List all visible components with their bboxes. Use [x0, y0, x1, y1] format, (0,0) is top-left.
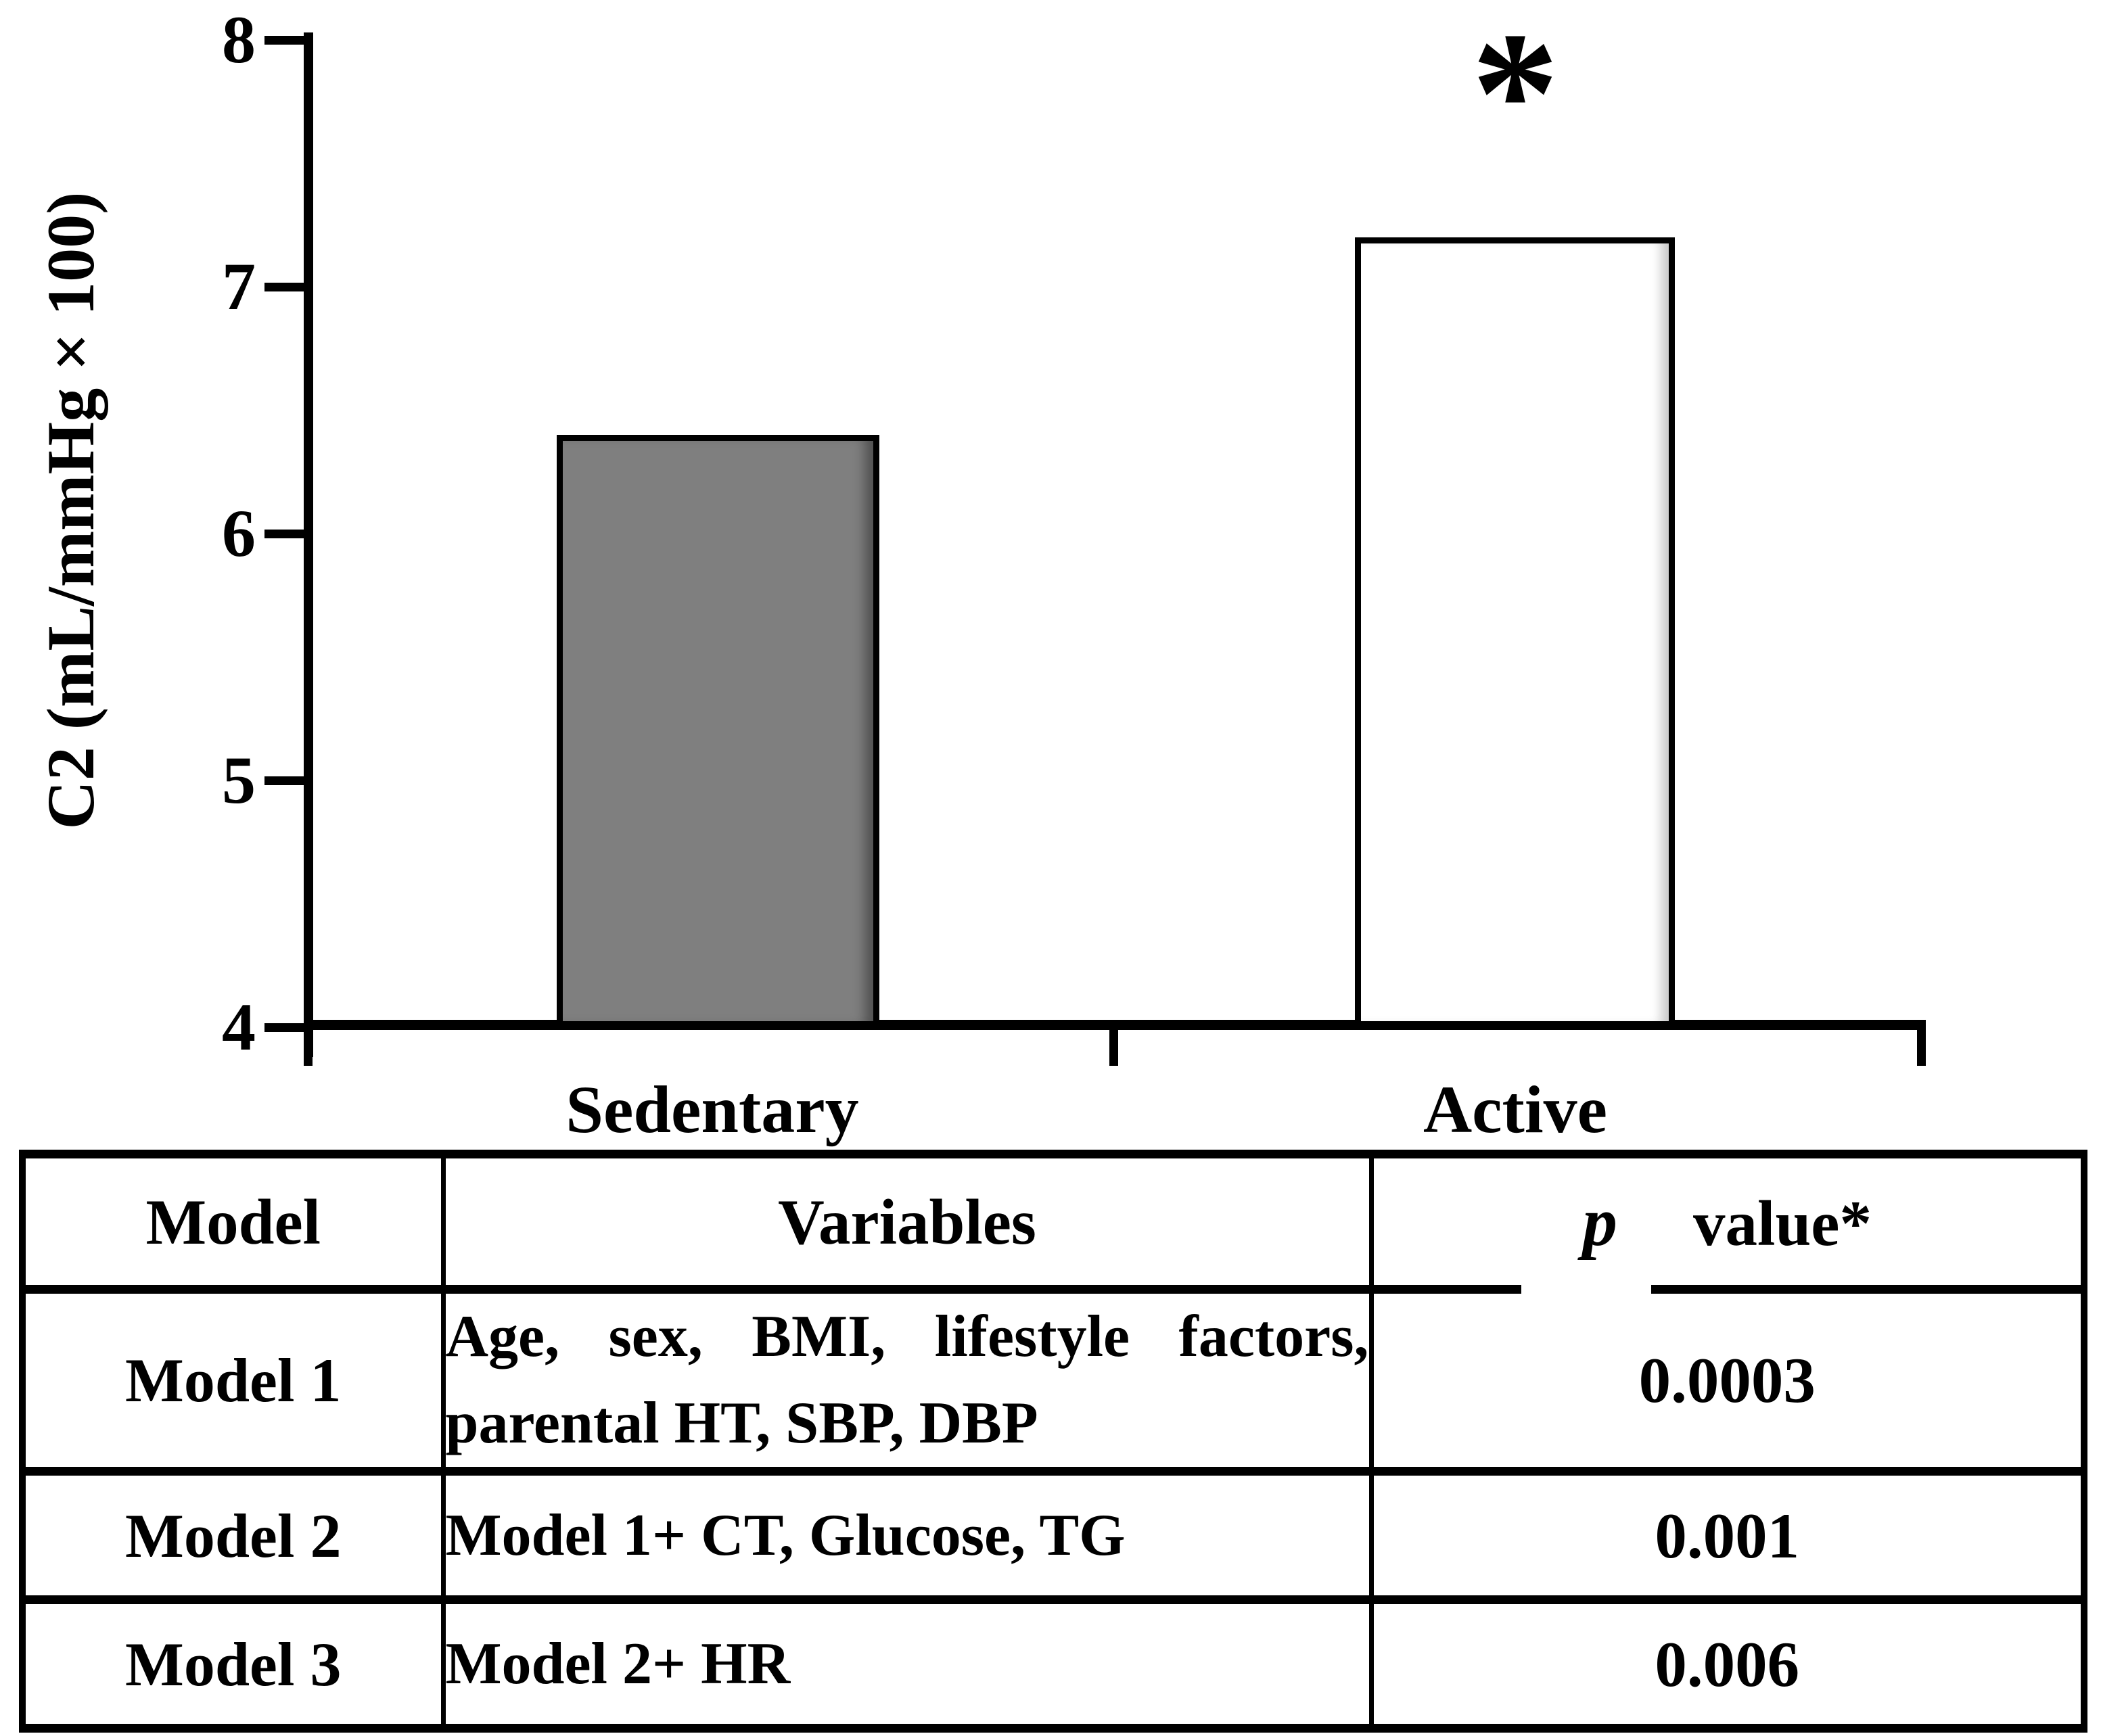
model-2-variables: Model 1+ CT, Glucose, TG [440, 1467, 1374, 1604]
bar-chart: C2 (mL/mmHg × 100) 8 7 6 5 4 * Sedentary… [33, 0, 1926, 1147]
table-row-model-1: Model 1 Age, sex, BMI, lifestyle factors… [20, 1285, 2087, 1476]
y-tick-label-4: 4 [222, 989, 256, 1064]
y-tick-label-6: 6 [222, 496, 256, 571]
model-1-variables-line-1: Age, sex, BMI, lifestyle factors, [445, 1304, 1369, 1369]
bar-sedentary [557, 435, 879, 1027]
header-p-value: p value* [1368, 1150, 2087, 1294]
x-tick-right [1917, 1029, 1926, 1066]
border-gap-artifact [1521, 1277, 1651, 1294]
model-1-variables-line-2: parental HT, SBP, DBP [445, 1390, 1038, 1456]
header-p-value-text: value* [1693, 1187, 1872, 1259]
y-axis-line [304, 32, 313, 1057]
x-tick-left [304, 1029, 313, 1066]
model-1-p-value: 0.0003 [1368, 1285, 2087, 1476]
header-model: Model [20, 1150, 446, 1294]
model-3-variables: Model 2+ HR [440, 1595, 1374, 1733]
y-tick-4 [264, 1023, 304, 1032]
model-2-label: Model 2 [20, 1467, 446, 1604]
model-1-variables: Age, sex, BMI, lifestyle factors, parent… [440, 1285, 1374, 1476]
header-p-symbol: p [1582, 1183, 1618, 1261]
significance-asterisk: * [1471, 0, 1559, 191]
y-tick-5 [264, 776, 304, 785]
bar-active [1355, 237, 1675, 1027]
y-tick-label-5: 5 [222, 743, 256, 818]
y-tick-label-8: 8 [222, 2, 256, 77]
y-tick-6 [264, 530, 304, 538]
model-3-p-value: 0.006 [1368, 1595, 2087, 1733]
y-tick-label-7: 7 [222, 249, 256, 324]
header-variables: Variables [440, 1150, 1374, 1294]
model-2-variables-line-1: Model 1+ CT, Glucose, TG [445, 1502, 1126, 1568]
x-tick-middle [1109, 1029, 1118, 1066]
model-1-label: Model 1 [20, 1285, 446, 1476]
table-header-row: Model Variables p value* [20, 1150, 2087, 1294]
model-3-variables-line-1: Model 2+ HR [445, 1631, 791, 1697]
x-category-label-sedentary: Sedentary [565, 1072, 859, 1147]
y-tick-8 [264, 36, 304, 45]
model-2-p-value: 0.001 [1368, 1467, 2087, 1604]
y-tick-7 [264, 283, 304, 291]
models-table: Model Variables p value* Model 1 Age, sex… [19, 1150, 2087, 1733]
table-row-model-3: Model 3 Model 2+ HR 0.006 [20, 1595, 2087, 1733]
x-category-label-active: Active [1423, 1072, 1608, 1147]
table-row-model-2: Model 2 Model 1+ CT, Glucose, TG 0.001 [20, 1467, 2087, 1604]
model-3-label: Model 3 [20, 1595, 446, 1733]
